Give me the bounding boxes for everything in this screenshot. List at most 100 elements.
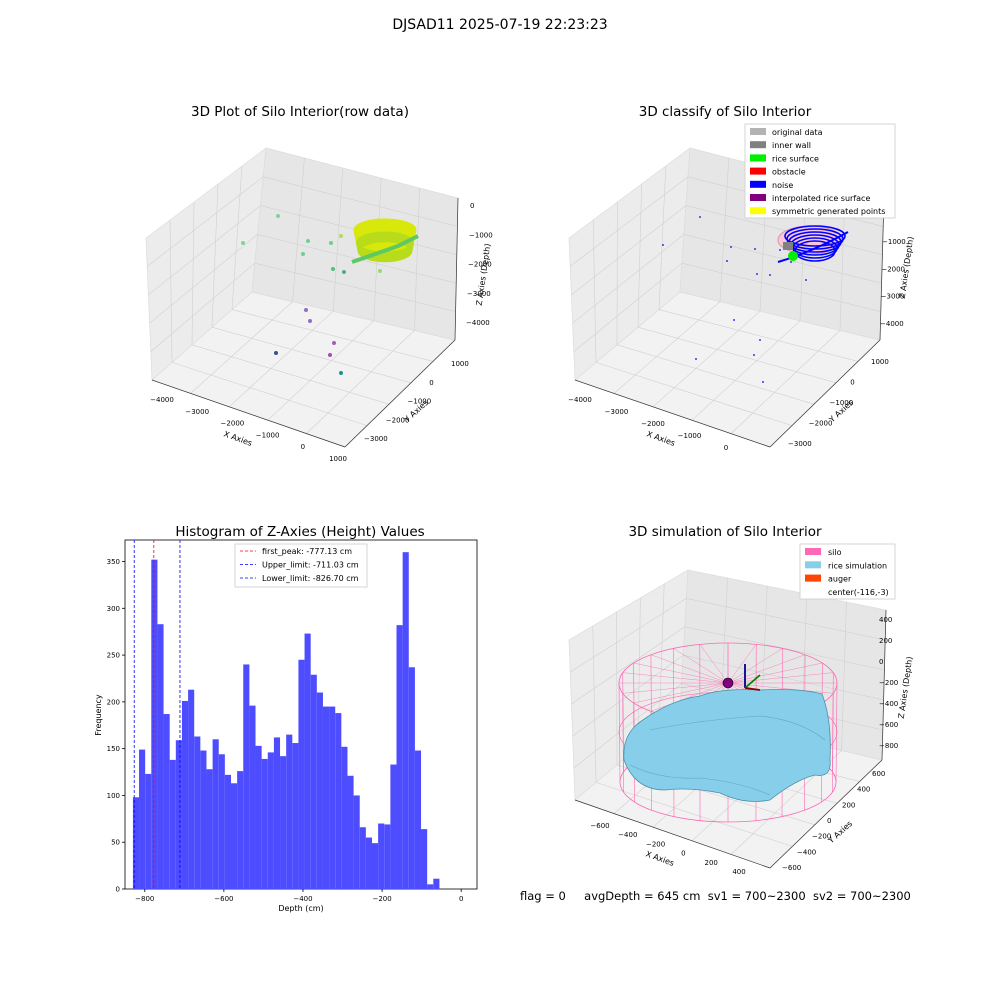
histogram-bar bbox=[335, 713, 342, 889]
histogram-bar bbox=[433, 878, 440, 889]
histogram-bar bbox=[402, 552, 409, 889]
plot4-auger-y-arrow bbox=[744, 674, 761, 689]
plot1-wall-gridline bbox=[254, 262, 456, 312]
plot1-floor-gridline bbox=[171, 362, 368, 426]
plot1-z-axis-line bbox=[454, 197, 459, 341]
histogram-y-label: Frequency bbox=[94, 694, 103, 736]
plot2-wall-gridline bbox=[572, 234, 685, 324]
plot4-silo-spoke bbox=[650, 682, 729, 712]
plot1-floor-gridline bbox=[267, 320, 375, 421]
histogram-y-tick: 0 bbox=[116, 886, 120, 894]
histogram-bar bbox=[341, 746, 348, 889]
plot2-x-tick: −3000 bbox=[605, 408, 629, 416]
histogram-bar bbox=[218, 754, 225, 889]
plot1-wall-gridline bbox=[332, 167, 344, 312]
plot4-floor-gridline bbox=[595, 782, 793, 847]
plot2-legend-swatch bbox=[750, 128, 766, 135]
histogram-x-tick: −800 bbox=[135, 895, 154, 903]
histogram-bar bbox=[378, 823, 385, 889]
plot4-silo-spoke bbox=[650, 654, 729, 684]
plot4-z-tick: 400 bbox=[879, 616, 892, 624]
plot4-wall-gridline bbox=[592, 625, 597, 783]
histogram-bar bbox=[322, 706, 330, 889]
plot4-x-tick: 200 bbox=[705, 859, 718, 867]
plot2-z-tick: −1000 bbox=[882, 238, 906, 246]
plot4-y-tick: −600 bbox=[782, 864, 801, 872]
plot2-legend-box bbox=[744, 123, 896, 219]
plot2-noise-point bbox=[762, 381, 764, 383]
plot1-data-point bbox=[306, 239, 310, 243]
histogram-title: Histogram of Z-Axies (Height) Values bbox=[175, 524, 425, 540]
histogram-bar bbox=[267, 752, 274, 889]
plot4-z-axis-line bbox=[881, 609, 887, 761]
plot2-noise-point bbox=[662, 244, 664, 246]
histogram-legend-label: first_peak: -777.13 cm bbox=[262, 547, 352, 556]
plot1-x-tick: −1000 bbox=[256, 431, 280, 439]
plot2-y-tick: −1000 bbox=[830, 399, 854, 407]
plot4-x-tick: 0 bbox=[681, 850, 685, 858]
plot2-x-tick: −1000 bbox=[678, 432, 702, 440]
histogram-bar bbox=[359, 827, 366, 889]
histogram-bar bbox=[286, 734, 293, 889]
plot4-silo-wire bbox=[832, 672, 834, 772]
plot4-z-tick: 0 bbox=[879, 658, 883, 666]
histogram-bar bbox=[298, 659, 305, 889]
plot2-noise-ring bbox=[784, 225, 846, 247]
histogram-legend-label: Lower_limit: -826.70 cm bbox=[262, 574, 359, 583]
histogram-bar bbox=[390, 764, 397, 889]
plot2-legend-swatch bbox=[750, 141, 766, 149]
plot4-y-tick: −400 bbox=[797, 848, 816, 856]
plot1-data-point bbox=[308, 319, 312, 323]
histogram-bar bbox=[396, 625, 403, 889]
plot2-floor-gridline bbox=[730, 330, 841, 434]
plot1-wall-gridline bbox=[148, 205, 261, 296]
plot1-y-tick: 0 bbox=[429, 379, 433, 387]
plot1-z-tick: −2000 bbox=[468, 261, 492, 269]
plot2-legend-label: interpolated rice surface bbox=[772, 194, 870, 203]
histogram-bar bbox=[151, 559, 158, 889]
histogram-bar bbox=[175, 740, 182, 889]
plot1-x-tick: 0 bbox=[301, 443, 305, 451]
histogram-bar bbox=[365, 837, 372, 889]
plot1-floor-gridline bbox=[190, 301, 293, 394]
histogram-bar bbox=[384, 824, 391, 889]
plot1-x-tick: −3000 bbox=[185, 408, 209, 416]
plot4-wall-gridline bbox=[572, 654, 684, 737]
plot4-legend-swatch bbox=[805, 548, 821, 555]
plot4-silo-spoke bbox=[633, 682, 729, 704]
plot4-wall-gridline bbox=[686, 598, 886, 641]
plot2-legend-label: obstacle bbox=[772, 168, 806, 177]
plot4-z-tick: −400 bbox=[879, 700, 898, 708]
plot1-z-tick: −4000 bbox=[466, 319, 490, 327]
plot2-floor-gridline bbox=[637, 326, 837, 384]
plot1-y-tick: −2000 bbox=[386, 416, 410, 424]
histogram-bar bbox=[200, 750, 207, 889]
plot2-wall-gridline bbox=[571, 205, 687, 296]
plot2-z-tick: −3000 bbox=[881, 293, 905, 301]
plot4-silo-spoke bbox=[622, 672, 729, 684]
sv2-text: sv2 = 700~2300 bbox=[812, 889, 911, 903]
plot2-z-tick: −4000 bbox=[880, 320, 904, 328]
plot1-data-point bbox=[339, 371, 343, 375]
plot2-rice-surface-cluster bbox=[788, 251, 798, 261]
plot2-legend-swatch bbox=[750, 207, 766, 215]
plot4-silo-spoke bbox=[699, 644, 729, 684]
plot4-x-tick: 400 bbox=[732, 868, 745, 876]
plot1-wall-gridline bbox=[169, 219, 173, 363]
plot4-silo-spoke bbox=[727, 644, 757, 684]
histogram-bar bbox=[316, 692, 323, 889]
plot1-point-cloud-arc bbox=[351, 234, 419, 264]
histogram-bar bbox=[371, 843, 379, 889]
plot2-floor-gridline bbox=[652, 310, 761, 408]
plot2-x-tick: −2000 bbox=[641, 420, 665, 428]
plot4-wall-gridline bbox=[658, 583, 665, 730]
plot4-silo-wire bbox=[835, 682, 838, 783]
plot1-y-axis-line bbox=[344, 339, 456, 448]
histogram-x-label: Depth (cm) bbox=[278, 904, 323, 913]
histogram-y-tick: 250 bbox=[107, 652, 120, 660]
plot4-z-tick: −200 bbox=[879, 679, 898, 687]
plot1-data-point bbox=[331, 267, 335, 271]
histogram-x-tick: −600 bbox=[214, 895, 233, 903]
plot4-silo-spoke bbox=[727, 654, 806, 684]
plot4-y-tick: 0 bbox=[827, 817, 831, 825]
